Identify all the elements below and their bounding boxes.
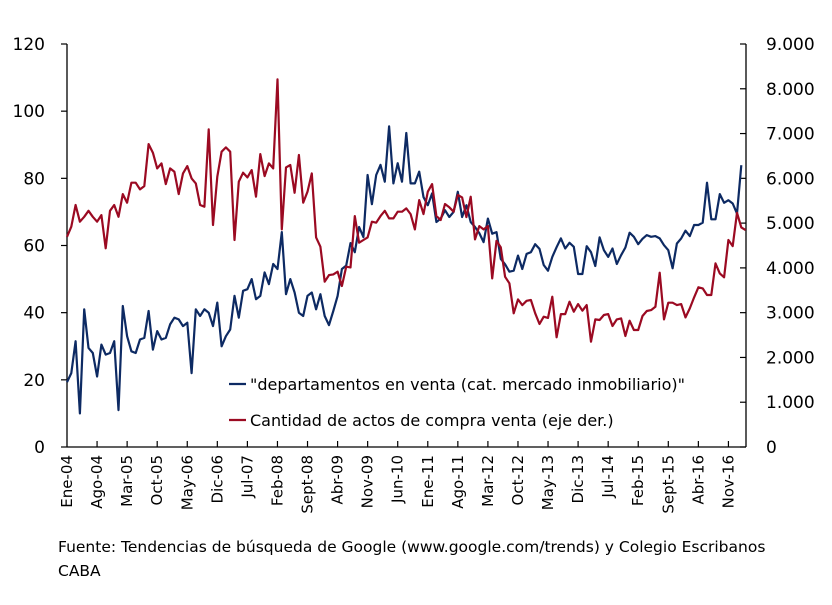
right-tick-label: 6.000 bbox=[766, 169, 815, 189]
right-tick-label: 8.000 bbox=[766, 80, 815, 100]
left-tick-label: 100 bbox=[13, 102, 45, 122]
x-tick-label: May-06 bbox=[178, 455, 196, 510]
x-tick-label: Sept-15 bbox=[659, 455, 677, 514]
x-tick-label: Abr-16 bbox=[689, 455, 707, 505]
left-tick-label: 60 bbox=[23, 237, 45, 257]
series-line-actos bbox=[65, 78, 747, 343]
x-tick-label: Oct-05 bbox=[148, 455, 166, 505]
x-tick-label: Nov-09 bbox=[359, 455, 377, 508]
x-tick-label: Nov-16 bbox=[719, 455, 737, 508]
x-tick-label: Ene-11 bbox=[419, 455, 437, 508]
right-tick-label: 0 bbox=[766, 438, 777, 458]
right-tick-label: 4.000 bbox=[766, 259, 815, 279]
x-tick-label: Feb-15 bbox=[629, 455, 647, 506]
x-tick-label: Dic-06 bbox=[208, 455, 226, 503]
source-note: Fuente: Tendencias de búsqueda de Google… bbox=[58, 538, 766, 580]
x-tick-label: Jul-14 bbox=[599, 455, 617, 499]
x-tick-label: Ago-11 bbox=[449, 455, 467, 509]
x-tick-label: Sept-08 bbox=[299, 455, 317, 514]
left-tick-label: 0 bbox=[34, 438, 45, 458]
right-tick-label: 1.000 bbox=[766, 393, 815, 413]
x-tick-label: Ago-04 bbox=[88, 455, 106, 509]
x-tick-label: May-13 bbox=[539, 455, 557, 510]
x-tick-label: Jul-07 bbox=[238, 455, 256, 499]
series-line-departamentos bbox=[66, 125, 743, 415]
legend-label: "departamentos en venta (cat. mercado in… bbox=[250, 375, 685, 394]
x-tick-label: Mar-12 bbox=[479, 455, 497, 507]
right-tick-label: 9.000 bbox=[766, 35, 815, 55]
x-tick-label: Feb-08 bbox=[268, 455, 286, 506]
x-tick-label: Dic-13 bbox=[569, 455, 587, 503]
right-tick-label: 3.000 bbox=[766, 304, 815, 324]
x-tick-label: Abr-09 bbox=[329, 455, 347, 505]
x-tick-label: Ene-04 bbox=[58, 455, 76, 508]
left-tick-label: 120 bbox=[13, 35, 45, 55]
right-tick-label: 5.000 bbox=[766, 214, 815, 234]
left-tick-label: 40 bbox=[23, 304, 45, 324]
right-tick-label: 2.000 bbox=[766, 348, 815, 368]
x-tick-label: Mar-05 bbox=[118, 455, 136, 507]
x-tick-label: Oct-12 bbox=[509, 455, 527, 505]
left-tick-label: 20 bbox=[23, 371, 45, 391]
right-tick-label: 7.000 bbox=[766, 125, 815, 145]
x-tick-label: Jun-10 bbox=[389, 455, 407, 504]
left-tick-label: 80 bbox=[23, 169, 45, 189]
legend-label: Cantidad de actos de compra venta (eje d… bbox=[250, 411, 614, 430]
